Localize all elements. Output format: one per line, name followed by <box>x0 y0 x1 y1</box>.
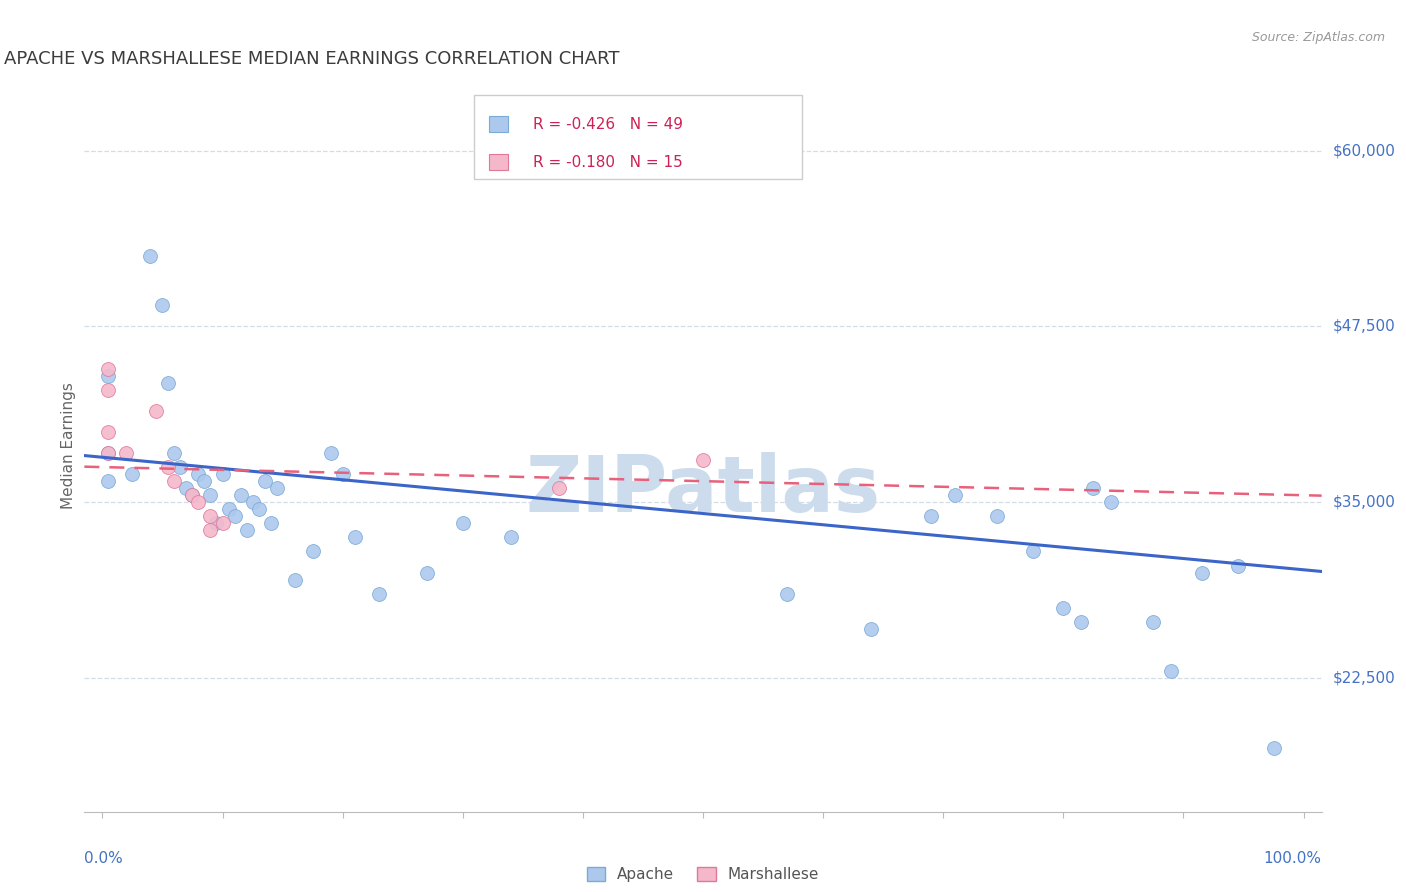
Point <box>266 481 288 495</box>
Point <box>415 566 437 580</box>
Point <box>860 622 883 636</box>
Point <box>1160 664 1182 678</box>
Point <box>301 544 323 558</box>
Point <box>332 467 354 482</box>
Legend: Apache, Marshallese: Apache, Marshallese <box>581 861 825 888</box>
Point <box>235 524 257 538</box>
Point <box>193 474 215 488</box>
Point <box>163 446 186 460</box>
Point <box>367 587 389 601</box>
Text: R = -0.180   N = 15: R = -0.180 N = 15 <box>533 154 683 169</box>
Point <box>200 488 222 502</box>
Point <box>1099 495 1122 509</box>
Point <box>1191 566 1213 580</box>
Point <box>97 368 120 383</box>
Point <box>181 488 204 502</box>
Point <box>139 249 162 263</box>
Text: $35,000: $35,000 <box>1333 495 1396 509</box>
Point <box>1263 741 1285 756</box>
Text: $47,500: $47,500 <box>1333 319 1396 334</box>
Point <box>97 446 120 460</box>
Text: 0.0%: 0.0% <box>84 851 124 865</box>
Point <box>1022 544 1045 558</box>
Point <box>152 298 174 312</box>
FancyBboxPatch shape <box>489 154 508 170</box>
Point <box>145 404 167 418</box>
Point <box>920 509 942 524</box>
Point <box>157 376 180 390</box>
Point <box>547 481 569 495</box>
Point <box>176 481 198 495</box>
Point <box>776 587 799 601</box>
Point <box>211 516 233 531</box>
Text: $60,000: $60,000 <box>1333 143 1396 158</box>
Point <box>97 361 120 376</box>
Point <box>343 530 366 544</box>
FancyBboxPatch shape <box>489 116 508 132</box>
Point <box>97 474 120 488</box>
Point <box>242 495 264 509</box>
Text: $22,500: $22,500 <box>1333 671 1396 686</box>
Point <box>253 474 276 488</box>
Point <box>187 495 209 509</box>
Text: APACHE VS MARSHALLESE MEDIAN EARNINGS CORRELATION CHART: APACHE VS MARSHALLESE MEDIAN EARNINGS CO… <box>4 50 620 68</box>
Y-axis label: Median Earnings: Median Earnings <box>60 383 76 509</box>
Point <box>121 467 143 482</box>
Point <box>943 488 966 502</box>
Point <box>211 467 233 482</box>
Point <box>218 502 240 516</box>
Point <box>229 488 252 502</box>
Point <box>157 460 180 475</box>
Point <box>205 516 228 531</box>
Point <box>187 467 209 482</box>
Point <box>1052 600 1074 615</box>
Point <box>451 516 474 531</box>
Point <box>259 516 281 531</box>
Point <box>200 509 222 524</box>
Text: 100.0%: 100.0% <box>1264 851 1322 865</box>
Point <box>97 425 120 439</box>
Point <box>1226 558 1249 573</box>
Point <box>224 509 246 524</box>
Point <box>692 453 714 467</box>
Text: Source: ZipAtlas.com: Source: ZipAtlas.com <box>1251 31 1385 45</box>
Point <box>499 530 522 544</box>
Point <box>115 446 138 460</box>
Point <box>1070 615 1092 629</box>
Point <box>1142 615 1164 629</box>
Point <box>169 460 191 475</box>
Point <box>200 524 222 538</box>
Point <box>163 474 186 488</box>
Text: ZIPatlas: ZIPatlas <box>526 452 880 528</box>
Point <box>319 446 342 460</box>
Point <box>986 509 1008 524</box>
Point <box>181 488 204 502</box>
Point <box>284 573 307 587</box>
Text: R = -0.426   N = 49: R = -0.426 N = 49 <box>533 117 683 132</box>
Point <box>97 383 120 397</box>
FancyBboxPatch shape <box>474 95 801 179</box>
Point <box>1083 481 1105 495</box>
Point <box>97 446 120 460</box>
Point <box>247 502 270 516</box>
